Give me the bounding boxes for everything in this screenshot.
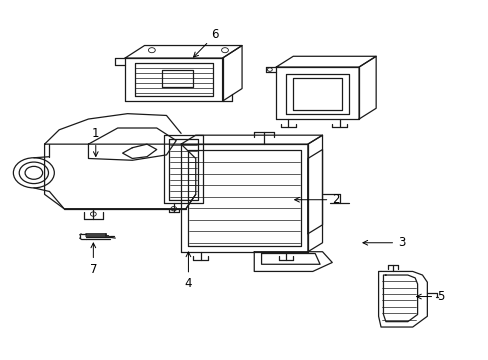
Text: 2: 2 (294, 193, 339, 206)
Text: 6: 6 (193, 28, 219, 57)
Text: 5: 5 (416, 290, 444, 303)
Text: 3: 3 (362, 236, 405, 249)
Text: 4: 4 (184, 252, 192, 291)
Text: 1: 1 (92, 127, 100, 156)
Text: 7: 7 (89, 243, 97, 276)
